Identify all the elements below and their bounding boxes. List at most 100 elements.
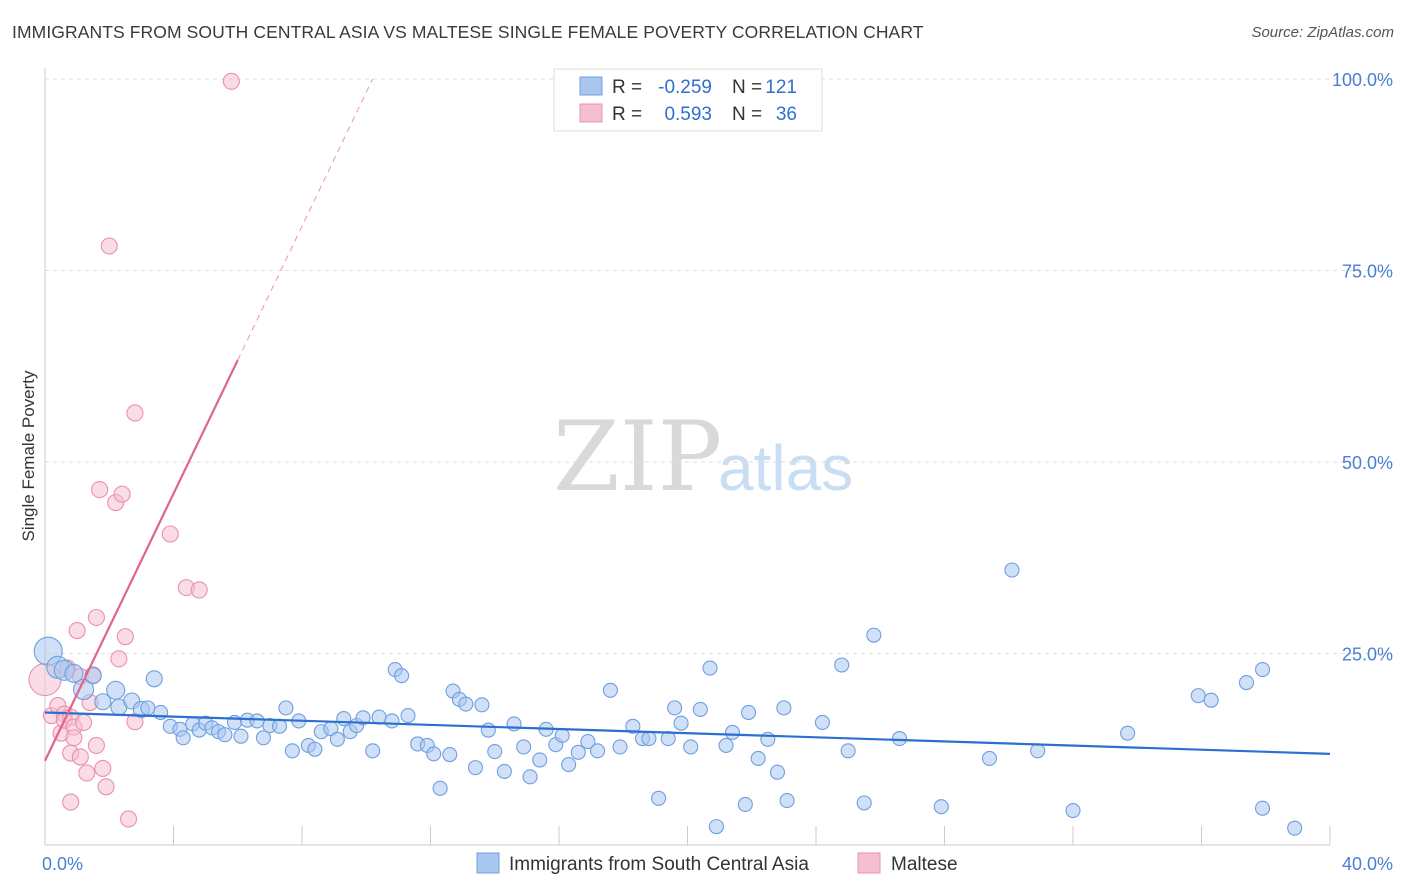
series-legend: Immigrants from South Central Asia Malte… <box>476 852 958 875</box>
south-central-asia-point <box>589 743 606 759</box>
south-central-asia-point <box>496 763 512 780</box>
south-central-asia-point <box>561 757 577 773</box>
south-central-asia-point <box>834 657 850 673</box>
maltese-points <box>28 72 240 828</box>
south-central-asia-point <box>750 750 766 766</box>
south-central-asia-point <box>708 819 724 835</box>
south-central-asia-point <box>1287 820 1303 836</box>
south-central-asia-point <box>487 743 503 760</box>
south-central-asia-point <box>365 743 381 759</box>
y-tick-label: 100.0% <box>1332 70 1393 90</box>
maltese-point <box>222 72 240 90</box>
maltese-point <box>116 628 134 646</box>
south-central-asia-point <box>673 715 689 731</box>
south-central-asia-point <box>1254 662 1271 678</box>
south-central-asia-point <box>612 739 628 755</box>
south-central-asia-point <box>718 737 734 753</box>
maltese-point <box>190 581 208 599</box>
south-central-asia-point <box>532 752 548 768</box>
south-central-asia-point <box>981 750 998 766</box>
south-central-asia-point <box>432 780 448 796</box>
south-central-asia-point <box>1203 692 1219 708</box>
south-central-asia-point <box>278 700 294 716</box>
south-central-asia-point <box>467 760 484 776</box>
south-central-asia-point <box>480 722 496 738</box>
south-central-asia-point <box>667 700 683 716</box>
series-legend-blue-label: Immigrants from South Central Asia <box>509 854 809 875</box>
south-central-asia-point <box>106 680 126 700</box>
maltese-point <box>110 650 128 668</box>
south-central-asia-point <box>175 730 191 746</box>
y-tick-label: 25.0% <box>1342 645 1393 665</box>
maltese-point <box>113 485 131 503</box>
legend-r-label-blue: R = <box>612 77 642 98</box>
south-central-asia-point <box>233 728 249 744</box>
south-central-asia-point <box>458 696 474 712</box>
south-central-asia-point <box>307 741 323 757</box>
south-central-asia-point <box>891 730 908 747</box>
south-central-asia-point <box>255 730 272 746</box>
south-central-asia-point <box>329 731 345 747</box>
maltese-point <box>91 481 109 499</box>
south-central-asia-point <box>651 790 667 806</box>
maltese-point <box>100 237 118 255</box>
series-legend-blue-swatch <box>476 852 500 874</box>
south-central-asia-point <box>140 700 156 716</box>
south-central-asia-point <box>1238 675 1255 691</box>
south-central-asia-point <box>625 718 641 734</box>
legend-r-value-pink: 0.593 <box>664 104 712 125</box>
maltese-point <box>65 729 83 747</box>
maltese-point <box>71 748 89 766</box>
south-central-asia-point <box>249 713 265 729</box>
south-central-asia-point <box>779 793 795 809</box>
maltese-point <box>87 608 105 627</box>
south-central-asia-point <box>516 739 532 755</box>
grid-lines <box>45 78 1392 654</box>
south-central-asia-point <box>724 724 741 740</box>
maltese-point <box>87 736 105 754</box>
correlation-legend: R = -0.259 N = 121 R = 0.593 N = 36 <box>553 68 823 132</box>
south-central-asia-point <box>570 744 586 760</box>
south-central-asia-point <box>602 682 618 698</box>
watermark-zip: ZIP <box>553 401 722 513</box>
south-central-asia-point <box>384 713 400 729</box>
maltese-point <box>94 759 112 777</box>
y-tick-label: 50.0% <box>1342 453 1393 473</box>
legend-blue-swatch <box>579 76 603 96</box>
y-axis-title: Single Female Poverty <box>19 370 38 542</box>
south-central-asia-point <box>394 668 410 684</box>
y-tick-label: 75.0% <box>1342 262 1393 282</box>
south-central-asia-point <box>933 799 949 815</box>
south-central-asia-point <box>474 697 490 713</box>
x-tick-labels: 0.0% 40.0% <box>42 854 1393 874</box>
south-central-asia-point <box>641 730 657 747</box>
south-central-asia-point <box>737 796 753 812</box>
south-central-asia-point <box>840 743 856 759</box>
south-central-asia-point <box>1065 802 1081 819</box>
maltese-point <box>75 713 93 731</box>
legend-n-label-pink: N = <box>732 104 762 125</box>
south-central-asia-point <box>814 714 830 730</box>
south-central-asia-point <box>94 693 112 711</box>
south-central-asia-point <box>702 660 718 676</box>
south-central-asia-point <box>856 795 872 811</box>
south-central-asia-point <box>284 743 300 759</box>
south-central-asia-point <box>442 747 458 763</box>
south-central-asia-point <box>506 716 522 732</box>
maltese-point <box>97 778 115 796</box>
chart-source: Source: ZipAtlas.com <box>1251 24 1394 41</box>
south-central-asia-point <box>776 700 792 716</box>
south-central-asia-point <box>769 764 786 780</box>
maltese-point <box>78 764 96 782</box>
south-central-asia-point <box>336 711 352 727</box>
legend-n-label-blue: N = <box>732 77 762 98</box>
south-central-asia-point <box>64 663 84 683</box>
south-central-asia-trend-line <box>44 711 1331 755</box>
chart-title: IMMIGRANTS FROM SOUTH CENTRAL ASIA VS MA… <box>12 22 924 42</box>
x-tick-label-min: 0.0% <box>42 854 83 874</box>
x-tick-label-max: 40.0% <box>1342 854 1393 874</box>
south-central-asia-point <box>1004 562 1020 578</box>
south-central-asia-point <box>740 704 757 721</box>
series-legend-pink-label: Maltese <box>891 854 958 875</box>
